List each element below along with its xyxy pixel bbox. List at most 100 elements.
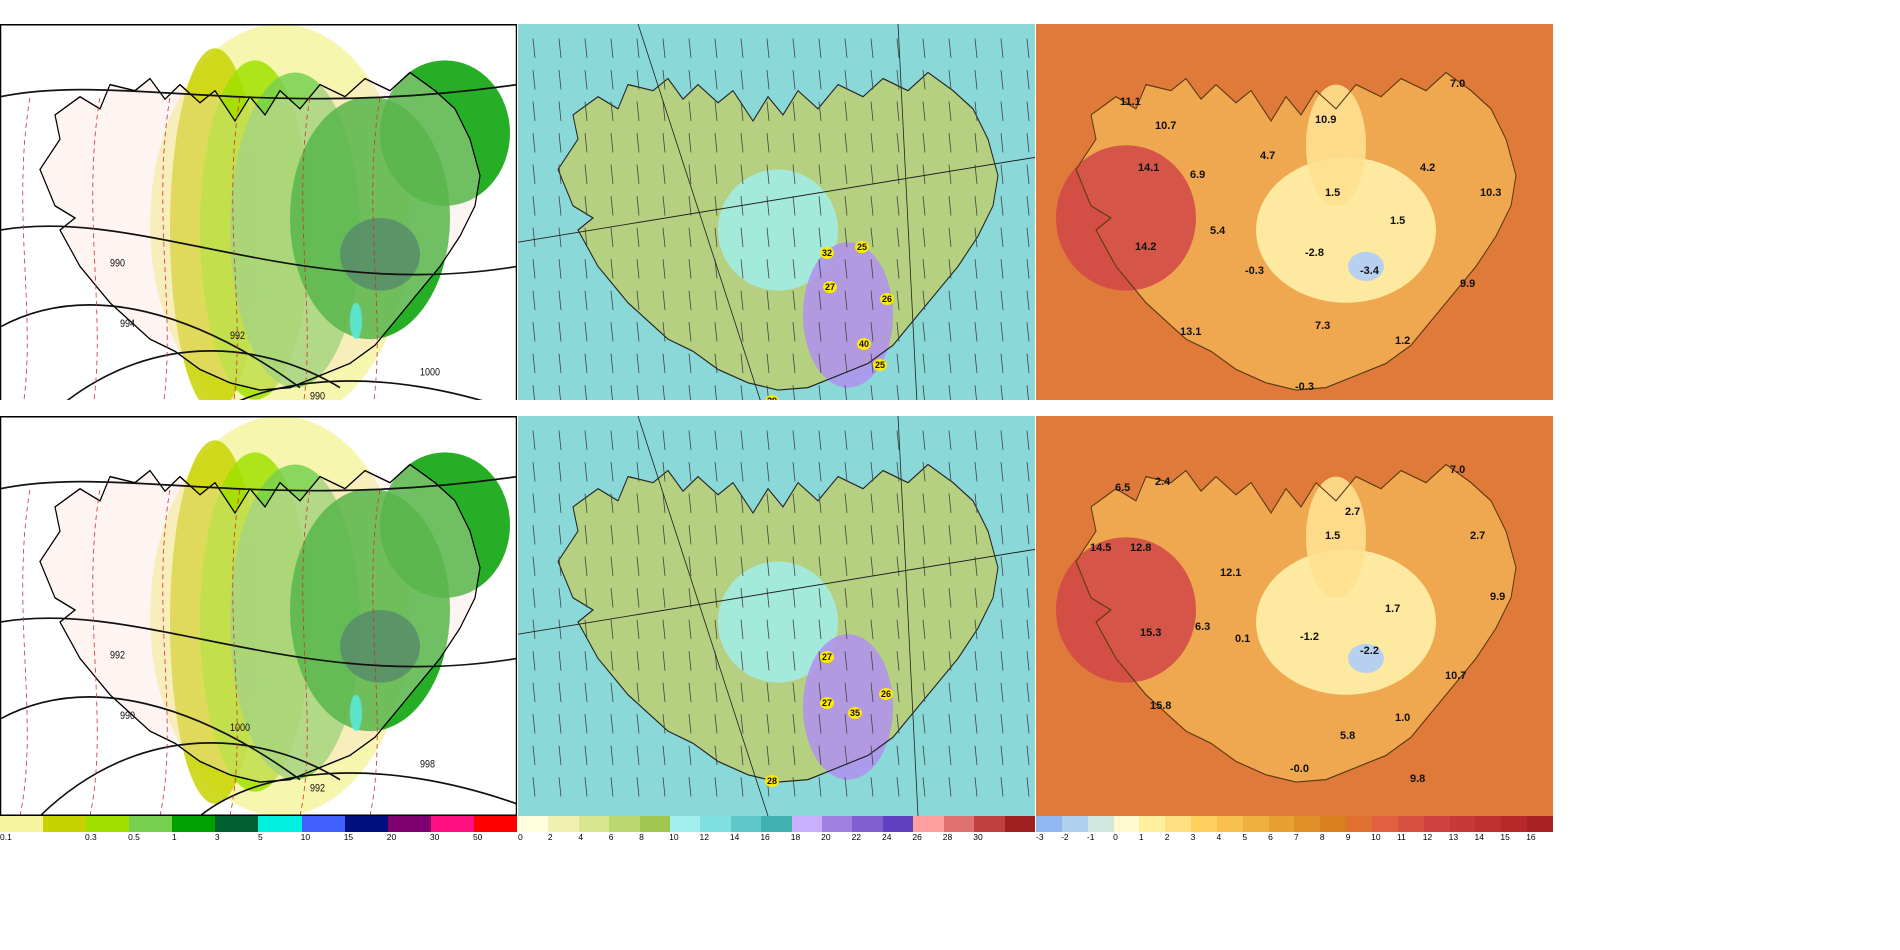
color-swatch (1242, 816, 1269, 832)
wind-arrow (584, 556, 588, 577)
wind-arrow (948, 70, 952, 90)
wind-arrow (662, 430, 666, 450)
wind-arrow (974, 745, 978, 766)
wind-arrow (1026, 322, 1030, 342)
color-swatch (1475, 816, 1502, 832)
wind-arrow (896, 38, 900, 58)
wind-arrow (844, 525, 848, 545)
wind-arrow (844, 714, 848, 734)
temp-label: -2.8 (1305, 247, 1324, 260)
warm-area (1056, 145, 1196, 291)
wind-arrow (584, 70, 588, 90)
wind-arrow (1000, 101, 1004, 122)
wind-arrow (714, 462, 718, 482)
scale-tick-label: 11 (1397, 832, 1406, 842)
scale-tick-label: 28 (942, 832, 953, 842)
wind-arrow (558, 101, 562, 122)
isobar (199, 772, 517, 816)
temp-label: 1.0 (1395, 712, 1411, 725)
wind-arrow (792, 651, 796, 671)
wind-arrow (740, 462, 744, 482)
wind-arrow (870, 430, 874, 450)
wind-arrow (922, 714, 926, 734)
wind-arrow (662, 322, 666, 342)
wind-arrow (922, 525, 926, 545)
scale-tick-label: 5 (1242, 832, 1248, 842)
wind-arrow (532, 133, 536, 153)
wind-arrow (662, 493, 666, 514)
color-swatch (0, 816, 44, 832)
wind-arrow (1026, 133, 1030, 153)
wind-arrow (662, 133, 666, 153)
wind-arrow (1000, 290, 1004, 311)
wind-arrow (1026, 101, 1030, 122)
wind-arrow (948, 353, 952, 374)
wind-arrow (558, 290, 562, 311)
wind-arrow (662, 651, 666, 671)
scale-tick-label: 0.1 (0, 832, 12, 842)
wind-arrow (1026, 777, 1030, 797)
wind-arrow (818, 38, 822, 58)
wind-arrow (636, 588, 640, 608)
wind-arrow (740, 164, 744, 185)
isobar (0, 475, 517, 492)
wind-arrow (844, 70, 848, 90)
wind-arrow (792, 588, 796, 608)
temp-label: 2.7 (1345, 505, 1361, 518)
wind-arrow (844, 196, 848, 216)
wind-arrow (610, 430, 614, 450)
wind-arrow (870, 259, 874, 279)
wind-arrow (1000, 70, 1004, 90)
wind-arrow (948, 322, 952, 342)
wind-arrow (532, 682, 536, 703)
wind-arrow (896, 588, 900, 608)
temp-label: -0.3 (1245, 265, 1264, 278)
temp-label: 1.7 (1385, 602, 1401, 615)
isotherm (229, 488, 241, 816)
panel-temp-row1: 7.0 6.5 2.4 2.7 14.5 12.8 1.5 2.7 12.1 9.9 1.7 15.3… (1036, 400, 1553, 845)
wind-arrow (636, 651, 640, 671)
wind-arrow (896, 556, 900, 577)
wind-arrow (922, 493, 926, 514)
wind-arrow (948, 493, 952, 514)
temp-label: 1.5 (1325, 530, 1341, 543)
wind-arrow (714, 682, 718, 703)
wind-arrow (870, 525, 874, 545)
wind-arrow (558, 133, 562, 153)
wind-arrow (974, 290, 978, 311)
scale-tick-label: -1 (1086, 832, 1095, 842)
color-swatch (1294, 816, 1321, 832)
wind-arrow (974, 322, 978, 342)
temp-label: 4.7 (1260, 150, 1276, 163)
wind-arrow (714, 556, 718, 577)
wind-arrow (922, 133, 926, 153)
wind-arrow (740, 290, 744, 311)
wind-arrow (584, 38, 588, 58)
color-swatch (258, 816, 302, 832)
wind-arrow (636, 322, 640, 342)
wind-map-svg (518, 416, 1035, 816)
precip-map-svg: 992 992 990 1000 998 (0, 416, 517, 816)
wind-arrow (818, 196, 822, 216)
wind-arrow (844, 322, 848, 342)
wind-arrow (922, 259, 926, 279)
wind-arrow (948, 777, 952, 797)
wind-arrow (1026, 525, 1030, 545)
color-swatch (1449, 816, 1476, 832)
wind-arrow (558, 682, 562, 703)
wind-arrow (870, 133, 874, 153)
warm-area (1056, 537, 1196, 683)
temp-label: 0.1 (1235, 633, 1251, 646)
wind-arrow (922, 353, 926, 374)
gust-label: 27 (823, 281, 838, 294)
wind-arrow (870, 682, 874, 703)
gust-label: 35 (848, 707, 863, 720)
panel-header (518, 8, 1035, 24)
scale-tick-label: 16 (1526, 832, 1536, 842)
wind-arrow (610, 322, 614, 342)
wind-arrow (818, 227, 822, 248)
wind-arrow (610, 525, 614, 545)
isobar (0, 225, 517, 276)
isobar-label: 1000 (230, 722, 250, 734)
wind-arrow (584, 525, 588, 545)
